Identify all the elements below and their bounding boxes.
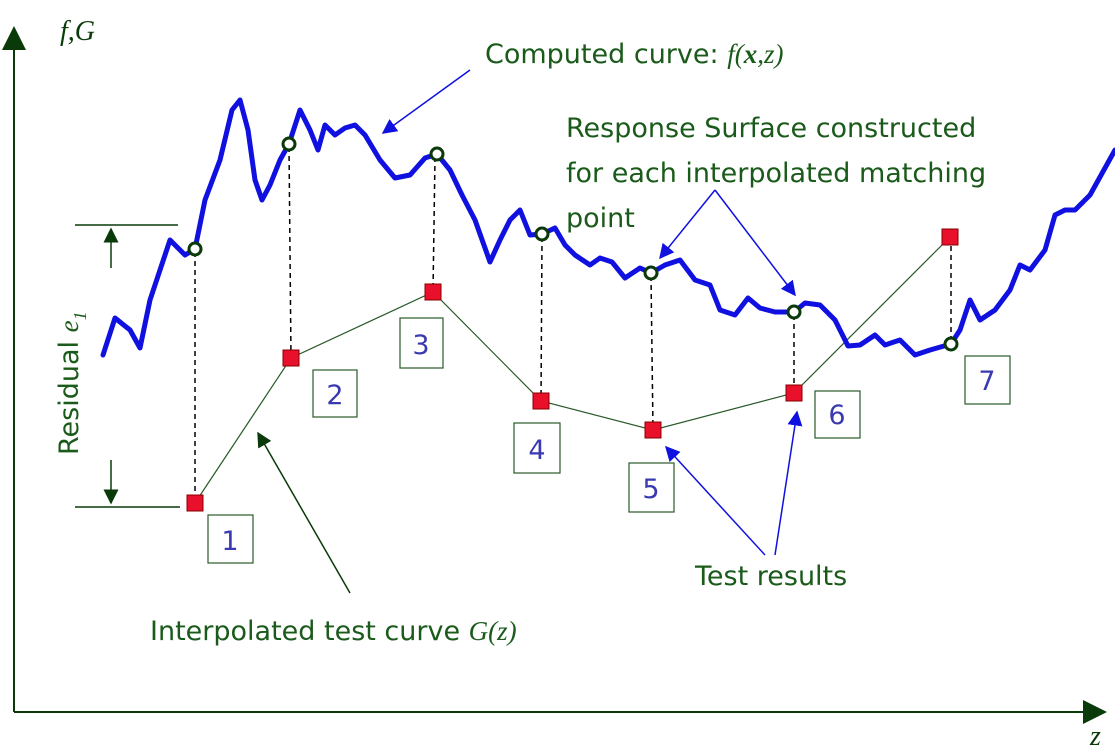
matching-points — [187, 136, 959, 352]
y-axis-label: f,G — [60, 16, 95, 47]
x-axis-label: z — [1089, 721, 1101, 748]
arrow — [774, 410, 803, 556]
test-points — [186, 228, 959, 512]
arrow — [257, 431, 351, 594]
response-line: for each interpolated matching — [566, 158, 986, 189]
response-line: point — [566, 203, 635, 234]
residual-label: Residual e1 — [54, 311, 90, 455]
point-label: 7 — [978, 366, 995, 397]
test-results-label: Test results — [694, 561, 847, 592]
arrow — [714, 189, 796, 297]
response-line: Response Surface constructed — [566, 113, 976, 144]
arrow — [664, 445, 766, 556]
interpolated-label: Interpolated test curve G(z) — [150, 616, 517, 647]
point-label: 6 — [828, 400, 845, 431]
label-boxes — [207, 317, 1011, 564]
dashed-links — [194, 146, 952, 503]
point-label: 1 — [221, 526, 238, 557]
computed-label: Computed curve: f(x,z) — [485, 39, 783, 70]
computed-curve — [100, 97, 1115, 358]
point-label: 2 — [326, 380, 343, 411]
residual-guides — [75, 224, 180, 508]
arrow — [659, 189, 716, 260]
arrow — [381, 69, 471, 134]
test-curve — [194, 236, 951, 504]
point-label: 4 — [528, 435, 545, 466]
point-label: 3 — [412, 330, 429, 361]
point-label: 5 — [642, 474, 659, 505]
